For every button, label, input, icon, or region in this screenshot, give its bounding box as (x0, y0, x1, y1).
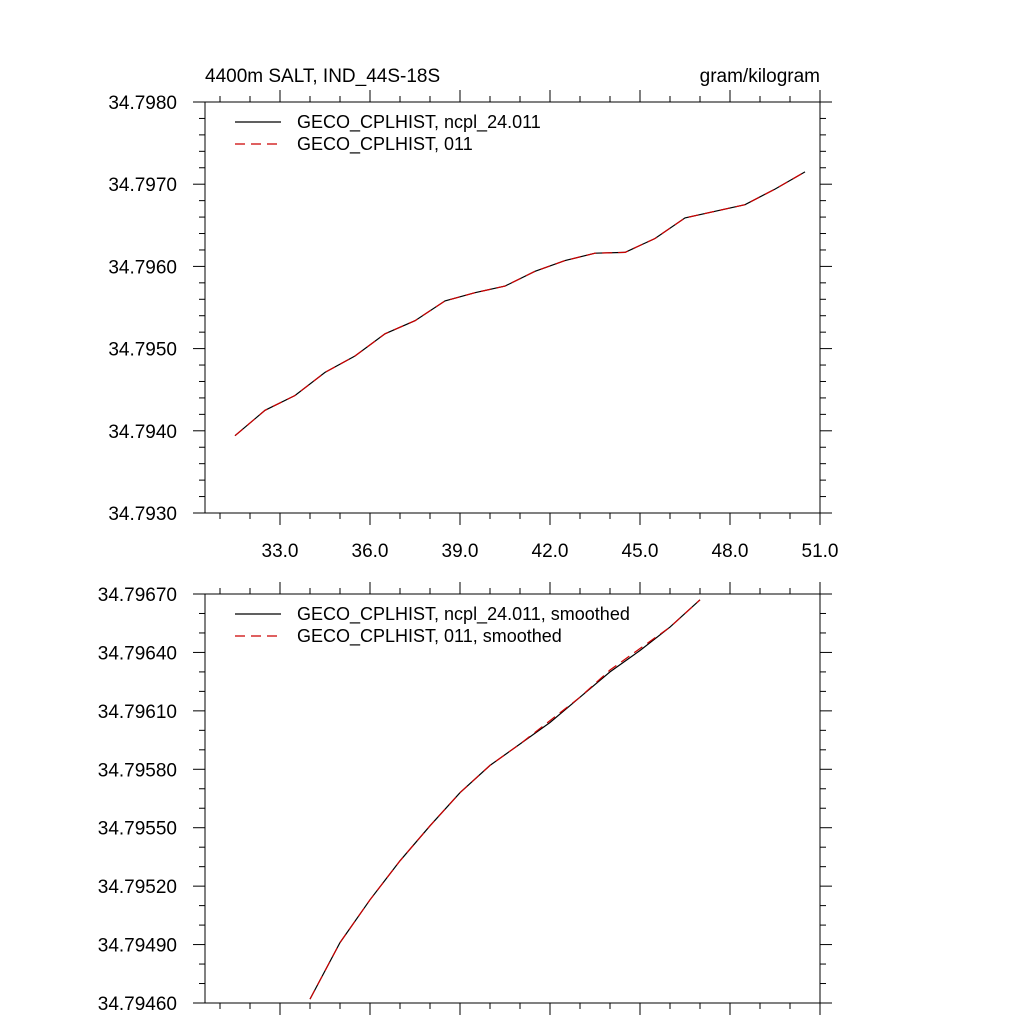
y-tick-label: 34.7940 (108, 422, 177, 443)
x-tick-label: 42.0 (532, 541, 569, 562)
x-tick-label: 48.0 (712, 541, 749, 562)
panel-2: 34.79460 34.79490 34.79520 34.79550 34.79580… (98, 582, 832, 1015)
y-tick-label: 34.7980 (108, 93, 177, 114)
x-tick-label: 33.0 (262, 541, 299, 562)
plot-frame (204, 101, 821, 514)
y-tick-label: 34.79580 (98, 760, 177, 781)
legend-label: GECO_CPLHIST, ncpl_24.011 (297, 112, 541, 133)
y-tick-label: 34.7960 (108, 257, 177, 278)
y-tick-label: 34.79460 (98, 994, 177, 1015)
x-tick-label: 39.0 (442, 541, 479, 562)
y-tick-label: 34.79640 (98, 643, 177, 664)
series-line-2 (234, 171, 806, 437)
y-tick-label: 34.7970 (108, 175, 177, 196)
legend-label: GECO_CPLHIST, 011, smoothed (297, 626, 562, 647)
series-line-1 (234, 171, 806, 437)
x-tick-label: 51.0 (802, 541, 839, 562)
legend-label: GECO_CPLHIST, 011 (297, 134, 473, 155)
series-line-2 (309, 599, 701, 1000)
y-tick-label: 34.79550 (98, 819, 177, 840)
y-tick-label: 34.7930 (108, 504, 177, 525)
series-line-1 (309, 599, 701, 1000)
y-tick-label: 34.7950 (108, 340, 177, 361)
x-tick-label: 36.0 (352, 541, 389, 562)
y-tick-label: 34.79520 (98, 877, 177, 898)
plot-frame (204, 593, 821, 1004)
chart-title-left: 4400m SALT, IND_44S-18S (205, 66, 440, 87)
legend-label: GECO_CPLHIST, ncpl_24.011, smoothed (297, 604, 630, 625)
y-tick-label: 34.79490 (98, 936, 177, 957)
panel-1: 33.0 36.0 39.0 42.0 45.0 48.0 51.0 34.7930 34.79… (108, 66, 838, 562)
y-tick-label: 34.79670 (98, 585, 177, 606)
chart-title-right: gram/kilogram (700, 66, 820, 87)
x-tick-label: 45.0 (622, 541, 659, 562)
y-tick-label: 34.79610 (98, 702, 177, 723)
